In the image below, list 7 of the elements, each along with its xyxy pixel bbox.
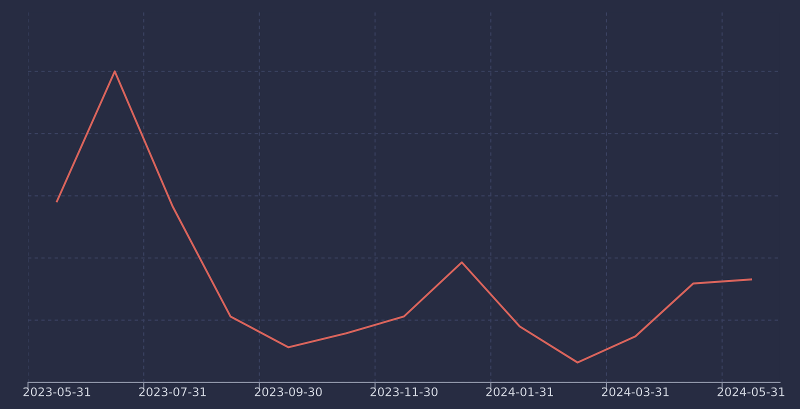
x-tick-label: 2023-09-30 [254, 387, 322, 396]
x-tick-label: 2024-01-31 [486, 387, 553, 396]
x-tick-label: 2023-11-30 [370, 387, 438, 396]
x-tick-label: 2024-03-31 [602, 387, 669, 396]
x-tick-label: 2023-05-31 [23, 387, 90, 396]
x-tick-label: 2023-07-31 [139, 387, 206, 396]
x-tick-label: 2024-05-31 [718, 387, 784, 396]
